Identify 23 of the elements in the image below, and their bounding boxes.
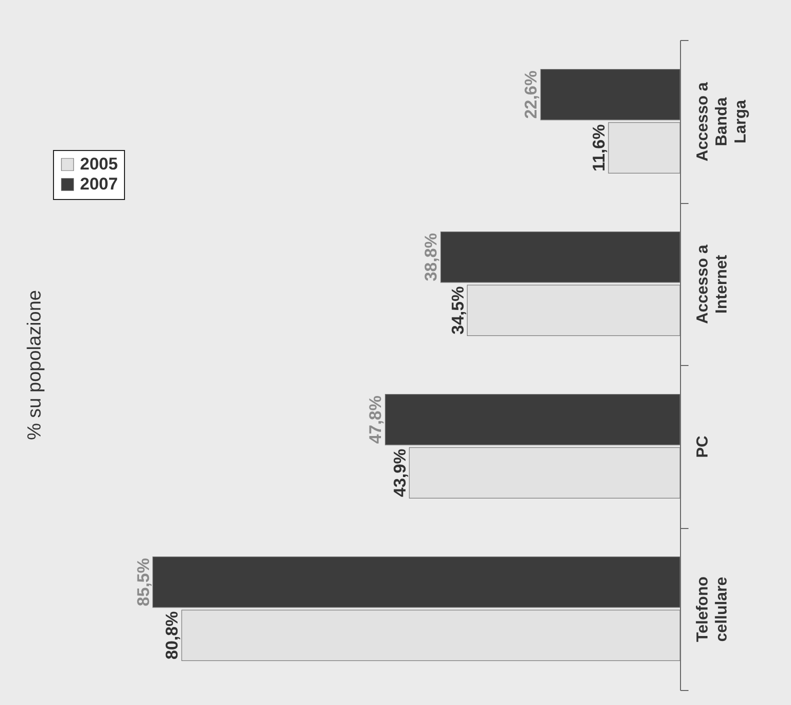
y-tick-label: Accesso a Internet xyxy=(694,244,730,324)
text: % su popolazione xyxy=(24,290,46,440)
bar xyxy=(384,394,680,446)
y-tick-label: PC xyxy=(694,435,712,458)
data-label: 43,9% xyxy=(390,448,410,497)
data-label: 47,8% xyxy=(366,396,386,444)
data-label: 85,5% xyxy=(134,558,153,606)
bar xyxy=(440,232,680,283)
data-label: 22,6% xyxy=(522,70,541,119)
data-label: 34,5% xyxy=(448,286,468,334)
data-label: 11,6% xyxy=(589,124,608,172)
bar xyxy=(408,447,680,498)
bar xyxy=(181,610,680,661)
bar xyxy=(152,556,680,608)
legend-label: 2005 xyxy=(80,154,118,174)
legend-label: 2007 xyxy=(80,174,118,194)
bar xyxy=(540,69,680,120)
y-tick-label: Accesso a Banda Larga xyxy=(694,82,750,162)
bar xyxy=(608,122,680,174)
data-label: 80,8% xyxy=(162,611,182,660)
y-tick-label: Telefono cellulare xyxy=(694,576,730,642)
bar xyxy=(466,284,680,336)
data-label: 38,8% xyxy=(422,233,441,282)
